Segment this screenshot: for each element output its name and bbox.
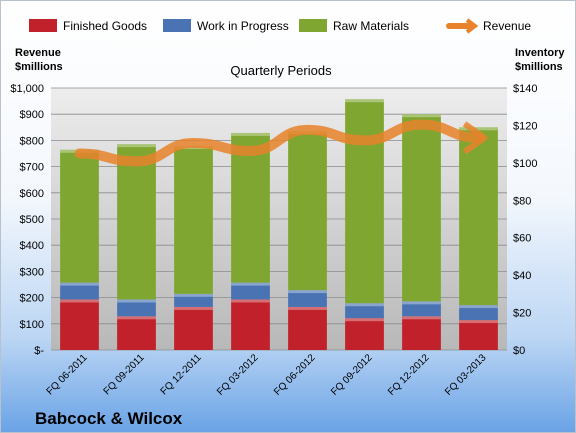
y-right-label: Inventory $millions xyxy=(515,47,565,73)
bar-highlight xyxy=(231,299,270,303)
bar-work-in-progress xyxy=(345,303,384,319)
x-tick-label: FQ 09-2011 xyxy=(102,352,147,397)
y-right-tick: $0 xyxy=(513,345,525,357)
bar-work-in-progress xyxy=(231,282,270,300)
bar-highlight xyxy=(174,306,213,310)
x-tick-label: FQ 03-2012 xyxy=(215,352,261,398)
y-right-tick: $60 xyxy=(513,233,531,245)
bar-highlight xyxy=(402,316,441,320)
chart-subtitle: Quarterly Periods xyxy=(230,63,332,78)
bar-highlight xyxy=(402,301,441,305)
bar-raw-materials xyxy=(345,99,384,304)
bar-finished-goods xyxy=(117,316,156,350)
bar-highlight xyxy=(117,316,156,320)
company-name: Babcock & Wilcox xyxy=(35,409,183,428)
bar-work-in-progress xyxy=(174,293,213,307)
y-left-tick: $600 xyxy=(20,188,44,200)
bar-highlight xyxy=(345,303,384,307)
bar-work-in-progress xyxy=(117,299,156,317)
bar-finished-goods xyxy=(288,306,327,350)
bar-highlight xyxy=(231,282,270,286)
bar-finished-goods xyxy=(345,318,384,350)
y-left-tick: $200 xyxy=(20,293,44,305)
y-right-tick: $140 xyxy=(513,83,537,95)
bar-work-in-progress xyxy=(60,282,99,300)
y-right-tick: $40 xyxy=(513,270,531,282)
bar-highlight xyxy=(60,282,99,286)
bars xyxy=(60,99,498,350)
y-left-ticks: $- $100 $200 $300 $400 $500 $600 $700 $800 $900 $1… xyxy=(10,83,44,357)
bar-finished-goods xyxy=(174,306,213,350)
bar-highlight xyxy=(117,299,156,303)
bar-raw-materials xyxy=(117,144,156,300)
bar-highlight xyxy=(117,144,156,148)
legend-swatch-finished-goods xyxy=(29,19,57,32)
y-right-tick: $100 xyxy=(513,158,537,170)
y-left-tick: $400 xyxy=(20,240,44,252)
bar-highlight xyxy=(60,299,99,303)
bar-raw-materials xyxy=(60,149,99,283)
legend-swatch-work-in-progress xyxy=(163,19,191,32)
bar-finished-goods xyxy=(60,299,99,350)
y-left-tick: $100 xyxy=(20,319,44,331)
bar-work-in-progress xyxy=(459,305,498,321)
bar-work-in-progress xyxy=(288,290,327,307)
bar-raw-materials xyxy=(402,114,441,302)
y-left-tick: $500 xyxy=(20,214,44,226)
bar-highlight xyxy=(174,293,213,297)
x-tick-label: FQ 06-2011 xyxy=(45,352,90,397)
bar-raw-materials xyxy=(174,146,213,294)
y-left-tick: $300 xyxy=(20,266,44,278)
x-tick-label: FQ 03-2013 xyxy=(443,352,489,398)
bar-highlight xyxy=(459,305,498,309)
bar-highlight xyxy=(288,290,327,294)
bar-raw-materials xyxy=(459,127,498,306)
bar-highlight xyxy=(459,320,498,324)
bar-finished-goods xyxy=(402,316,441,350)
bar-highlight xyxy=(231,132,270,136)
revenue-line xyxy=(74,119,488,167)
bar-finished-goods xyxy=(459,320,498,350)
y-left-tick: $800 xyxy=(20,135,44,147)
bar-work-in-progress xyxy=(402,301,441,317)
revenue-line-path xyxy=(74,119,484,167)
y-right-ticks: $0 $20 $40 $60 $80 $100 $120 $140 xyxy=(513,83,537,357)
y-left-label: Revenue $millions xyxy=(15,47,63,73)
bar-finished-goods xyxy=(231,299,270,350)
bar-raw-materials xyxy=(231,132,270,283)
x-tick-label: FQ 12-2012 xyxy=(386,352,432,398)
bar-highlight xyxy=(288,306,327,310)
legend-label-raw-materials: Raw Materials xyxy=(333,19,409,33)
legend-label-finished-goods: Finished Goods xyxy=(63,19,147,33)
x-tick-label: FQ 06-2012 xyxy=(272,352,318,398)
bar-highlight xyxy=(459,127,498,131)
y-left-tick: $- xyxy=(34,345,44,357)
bar-highlight xyxy=(345,318,384,322)
legend-label-work-in-progress: Work in Progress xyxy=(197,19,289,33)
legend-label-revenue: Revenue xyxy=(483,19,531,33)
x-tick-label: FQ 12-2011 xyxy=(159,352,204,397)
x-tick-label: FQ 09-2012 xyxy=(329,352,375,398)
revenue-arrowhead xyxy=(462,121,488,155)
bar-highlight xyxy=(345,99,384,103)
legend-arrow xyxy=(465,18,479,34)
y-right-tick: $120 xyxy=(513,120,537,132)
y-left-tick: $900 xyxy=(20,109,44,121)
x-ticks: FQ 06-2011 FQ 09-2011 FQ 12-2011 FQ 03-2012… xyxy=(45,352,489,398)
y-right-tick: $20 xyxy=(513,308,531,320)
y-left-tick: $1,000 xyxy=(10,83,44,95)
legend: Finished Goods Work in Progress Raw Materi… xyxy=(29,18,531,34)
legend-swatch-raw-materials xyxy=(299,19,327,32)
y-left-tick: $700 xyxy=(20,162,44,174)
y-right-tick: $80 xyxy=(513,195,531,207)
bar-raw-materials xyxy=(288,131,327,291)
bar-highlight xyxy=(402,114,441,118)
